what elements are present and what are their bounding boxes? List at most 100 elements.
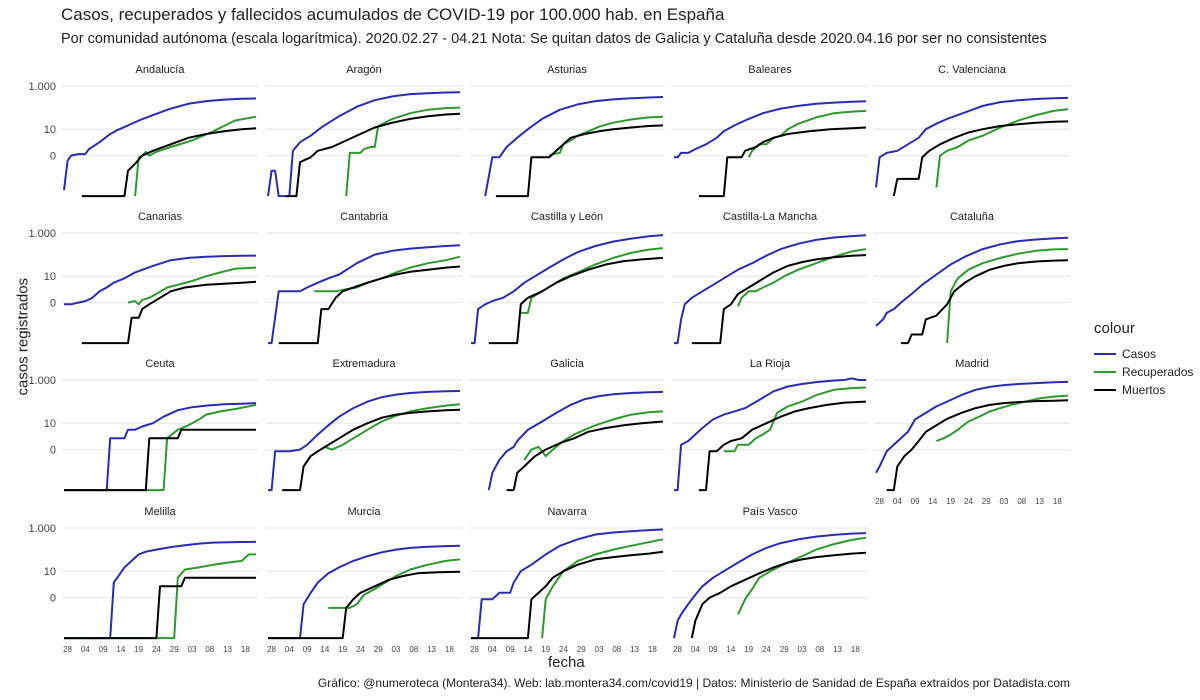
x-tick-label: 08 (815, 645, 824, 654)
series-line-muertos (471, 550, 664, 640)
series-line-recuperados (946, 248, 1069, 344)
panel-title: Asturias (547, 64, 587, 76)
x-tick-label: 28 (470, 645, 479, 654)
series-line-muertos (268, 570, 461, 640)
series-line-muertos (900, 259, 1069, 345)
x-tick-label: 09 (709, 645, 718, 654)
legend-label-casos: Casos (1122, 347, 1157, 361)
x-tick-label: 13 (630, 645, 639, 654)
x-tick-label: 29 (982, 497, 991, 506)
series-line-muertos (81, 280, 257, 345)
x-tick-label: 29 (577, 645, 586, 654)
panel-title: Cataluña (950, 211, 995, 223)
x-tick-label: 04 (285, 645, 294, 654)
series-line-recuperados (64, 403, 257, 492)
x-tick-label: 29 (170, 645, 179, 654)
panel-title: Castilla-La Mancha (723, 211, 818, 223)
series-line-muertos (698, 400, 867, 492)
y-tick-label: 0 (50, 445, 56, 457)
x-tick-label: 03 (188, 645, 197, 654)
panel-title: Melilla (144, 506, 176, 518)
x-tick-label: 04 (81, 645, 90, 654)
series-line-recuperados (541, 538, 664, 639)
panel-title: Extremadura (333, 358, 397, 370)
series-line-recuperados (520, 247, 664, 314)
x-tick-label: 04 (893, 497, 902, 506)
x-tick-label: 29 (374, 645, 383, 654)
series-line-recuperados (317, 403, 461, 453)
x-tick-label: 04 (488, 645, 497, 654)
series-line-recuperados (737, 536, 867, 615)
series-line-casos (674, 234, 867, 345)
x-tick-label: 18 (851, 645, 860, 654)
y-tick-label: 10 (44, 418, 56, 430)
series-line-muertos (892, 120, 1069, 197)
panel-title: Navarra (547, 506, 587, 518)
x-tick-label: 14 (928, 497, 937, 506)
x-tick-label: 24 (356, 645, 365, 654)
series-line-recuperados (737, 248, 867, 307)
legend-item-recuperados: Recuperados (1094, 363, 1193, 381)
series-line-muertos (690, 551, 867, 639)
series-line-casos (64, 402, 257, 492)
series-line-muertos (886, 399, 1069, 492)
series-line-casos (484, 96, 664, 197)
x-tick-label: 19 (744, 645, 753, 654)
y-tick-label: 0 (50, 151, 56, 163)
x-tick-label: 14 (320, 645, 329, 654)
series-line-casos (268, 390, 461, 492)
y-tick-label: 1.000 (28, 375, 56, 387)
series-line-muertos (495, 124, 664, 198)
panel-title: Castilla y León (531, 211, 603, 223)
x-tick-label: 09 (303, 645, 312, 654)
series-line-muertos (506, 420, 664, 492)
y-tick-label: 1.000 (28, 523, 56, 535)
x-axis-label: fecha (548, 654, 585, 671)
x-tick-label: 09 (506, 645, 515, 654)
series-line-recuperados (328, 558, 461, 609)
series-line-recuperados (936, 394, 1069, 442)
x-tick-label: 13 (833, 645, 842, 654)
series-line-muertos (691, 254, 867, 345)
series-line-muertos (285, 112, 461, 198)
x-tick-label: 13 (427, 645, 436, 654)
series-line-casos (673, 532, 867, 639)
x-tick-label: 13 (223, 645, 232, 654)
legend-item-casos: Casos (1094, 345, 1193, 363)
legend-swatch-muertos (1094, 389, 1116, 391)
legend-swatch-casos (1094, 353, 1116, 355)
series-line-muertos (64, 576, 256, 640)
y-tick-label: 0 (50, 298, 56, 310)
chart-title: Casos, recuperados y fallecidos acumulad… (61, 5, 725, 24)
x-tick-label: 03 (392, 645, 401, 654)
series-line-casos (64, 540, 257, 640)
series-line-muertos (81, 127, 257, 198)
panel-title: Aragón (346, 64, 381, 76)
x-tick-label: 18 (1053, 497, 1062, 506)
series-line-casos (674, 377, 866, 492)
series-line-casos (875, 96, 1069, 188)
series-line-recuperados (935, 108, 1069, 188)
series-line-muertos (282, 408, 461, 492)
chart-caption: Gráfico: @numeroteca (Montera34). Web: l… (317, 676, 1070, 690)
x-tick-label: 24 (152, 645, 161, 654)
x-tick-label: 13 (1035, 497, 1044, 506)
legend-label-recuperados: Recuperados (1122, 365, 1194, 379)
x-tick-label: 08 (205, 645, 214, 654)
series-line-recuperados (345, 106, 461, 197)
x-tick-label: 19 (134, 645, 143, 654)
panel-title: País Vasco (743, 506, 798, 518)
x-tick-label: 08 (409, 645, 418, 654)
x-tick-label: 24 (559, 645, 568, 654)
x-tick-label: 28 (63, 645, 72, 654)
x-tick-label: 14 (116, 645, 125, 654)
x-tick-label: 09 (911, 497, 920, 506)
x-tick-label: 24 (762, 645, 771, 654)
x-tick-label: 08 (612, 645, 621, 654)
series-line-recuperados (747, 109, 867, 158)
y-tick-label: 0 (50, 593, 56, 605)
series-line-casos (63, 97, 257, 191)
x-tick-label: 14 (523, 645, 532, 654)
series-line-casos (268, 544, 461, 640)
series-line-casos (471, 528, 664, 640)
